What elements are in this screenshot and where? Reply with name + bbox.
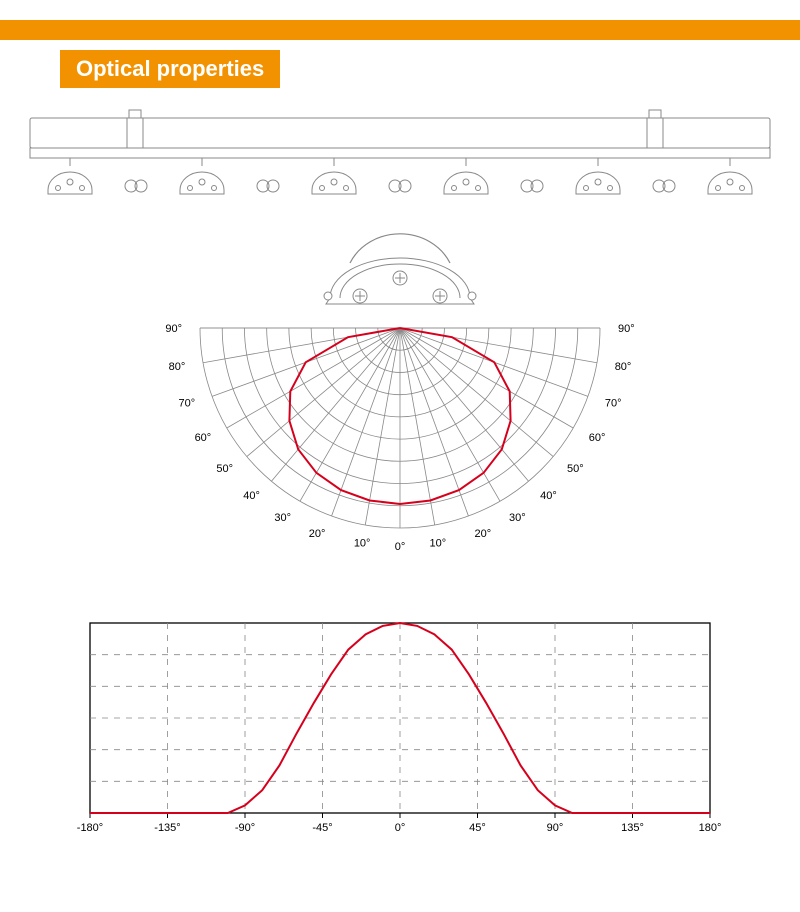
svg-text:40°: 40° xyxy=(243,490,260,502)
svg-text:45°: 45° xyxy=(469,822,486,834)
svg-text:80°: 80° xyxy=(169,361,186,373)
svg-text:90°: 90° xyxy=(165,323,182,335)
svg-text:60°: 60° xyxy=(195,432,212,444)
svg-text:80°: 80° xyxy=(615,361,632,373)
svg-text:20°: 20° xyxy=(309,528,326,540)
svg-text:-135°: -135° xyxy=(154,822,180,834)
svg-text:180°: 180° xyxy=(699,822,722,834)
svg-text:-45°: -45° xyxy=(312,822,332,834)
cartesian-light-distribution-chart: -180° -135° -90° -45° 0° 45° 90° 135° 180° xyxy=(0,613,800,843)
svg-text:135°: 135° xyxy=(621,822,644,834)
fixture-diagram xyxy=(0,108,800,308)
svg-text:10°: 10° xyxy=(430,538,447,550)
svg-text:-180°: -180° xyxy=(77,822,103,834)
svg-text:-90°: -90° xyxy=(235,822,255,834)
svg-text:50°: 50° xyxy=(567,463,584,475)
svg-text:30°: 30° xyxy=(274,512,291,524)
svg-text:70°: 70° xyxy=(179,398,196,410)
polar-light-distribution-chart: 90° 80° 70° 60° 50° 40° 30° 20° 10° 0° 10° 20° 30° 40… xyxy=(0,313,800,573)
svg-text:40°: 40° xyxy=(540,490,557,502)
svg-text:0°: 0° xyxy=(395,822,406,834)
svg-text:10°: 10° xyxy=(354,538,371,550)
section-title: Optical properties xyxy=(60,50,280,88)
svg-text:90°: 90° xyxy=(618,323,635,335)
svg-text:20°: 20° xyxy=(475,528,492,540)
svg-text:90°: 90° xyxy=(547,822,564,834)
svg-text:30°: 30° xyxy=(509,512,526,524)
svg-text:60°: 60° xyxy=(589,432,606,444)
svg-text:0°: 0° xyxy=(395,541,406,553)
svg-text:70°: 70° xyxy=(605,398,622,410)
top-accent-bar xyxy=(0,20,800,40)
svg-text:50°: 50° xyxy=(216,463,233,475)
